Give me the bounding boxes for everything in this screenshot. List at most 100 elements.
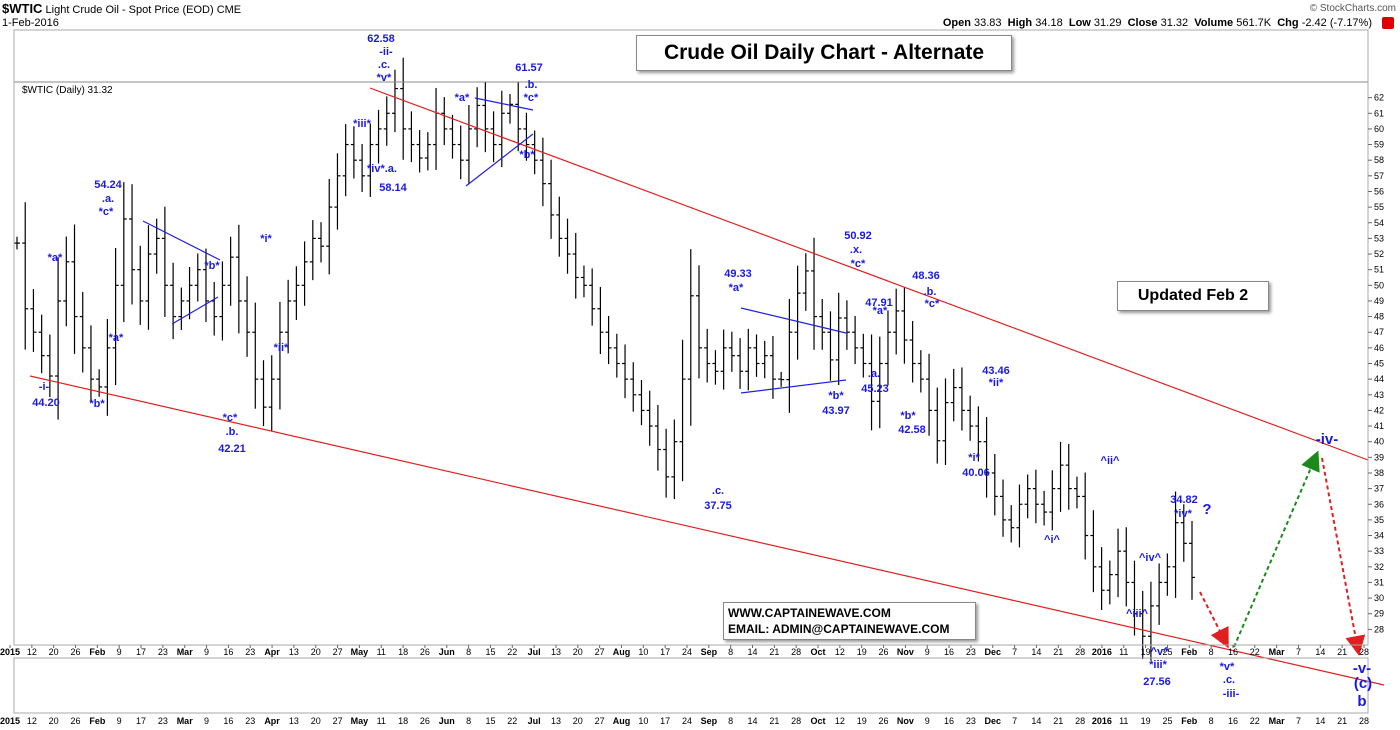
x-tick-label: 21 bbox=[769, 647, 779, 657]
y-tick-label: 32 bbox=[1374, 562, 1384, 572]
x-tick-label: 13 bbox=[289, 716, 299, 726]
x-tick-label: 17 bbox=[136, 647, 146, 657]
x-tick-label: Nov bbox=[897, 647, 914, 657]
contact-email: EMAIL: ADMIN@CAPTAINEWAVE.COM bbox=[728, 622, 950, 636]
x-tick-label: 14 bbox=[748, 716, 758, 726]
ohlc-bar bbox=[786, 298, 793, 413]
x-tick-label: Jun bbox=[439, 716, 455, 726]
ohlc-bar bbox=[285, 279, 292, 354]
wave-label: ^iv^ bbox=[1138, 552, 1162, 564]
wave-label: .c. bbox=[377, 59, 391, 71]
wave-label: *ii* bbox=[988, 377, 1004, 389]
ohlc-bar bbox=[350, 126, 357, 179]
triangle-line bbox=[740, 307, 847, 334]
ohlc-bar bbox=[1156, 563, 1163, 625]
y-tick-label: 39 bbox=[1374, 452, 1384, 462]
x-tick-label: 26 bbox=[420, 647, 430, 657]
y-tick-label: 48 bbox=[1374, 312, 1384, 322]
wave-label: *v* bbox=[1219, 661, 1235, 673]
x-tick-label: 12 bbox=[835, 647, 845, 657]
x-tick-label: 28 bbox=[791, 647, 801, 657]
wave-label: 49.33 bbox=[724, 268, 752, 280]
ohlc-bar bbox=[613, 333, 620, 378]
ohlc-bar bbox=[293, 266, 300, 320]
ohlc-bar bbox=[802, 253, 809, 311]
ohlc-bar bbox=[761, 340, 768, 379]
ohlc-bar bbox=[728, 331, 735, 372]
x-tick-label: May bbox=[351, 647, 369, 657]
wave-label: *i* bbox=[260, 233, 272, 245]
x-tick-label: 21 bbox=[1053, 647, 1063, 657]
ohlc-bar bbox=[507, 94, 514, 124]
wave-label: *a* bbox=[728, 282, 744, 294]
ohlc-bar bbox=[523, 112, 530, 161]
ohlc-bar bbox=[55, 257, 62, 420]
wave-label: *v* bbox=[376, 72, 392, 84]
wave-label: 54.24 bbox=[94, 179, 122, 191]
x-tick-label: 17 bbox=[136, 716, 146, 726]
y-tick-label: 49 bbox=[1374, 296, 1384, 306]
ohlc-bar bbox=[482, 82, 489, 153]
x-tick-label: 14 bbox=[1315, 647, 1325, 657]
ohlc-bar bbox=[950, 368, 957, 422]
x-tick-label: 28 bbox=[1359, 647, 1369, 657]
y-tick-label: 56 bbox=[1374, 186, 1384, 196]
upper-channel-line bbox=[369, 87, 1369, 461]
x-tick-label: 8 bbox=[1209, 716, 1214, 726]
ohlc-bar bbox=[958, 367, 965, 431]
x-tick-label: Oct bbox=[811, 647, 826, 657]
x-tick-label: 26 bbox=[879, 716, 889, 726]
ohlc-bar bbox=[556, 196, 563, 257]
wave-label: 44.20 bbox=[32, 397, 60, 409]
ohlc-bar bbox=[186, 267, 193, 320]
wave-label: ^i^ bbox=[1044, 534, 1060, 546]
x-tick-label: 23 bbox=[158, 716, 168, 726]
x-tick-label: 19 bbox=[857, 716, 867, 726]
x-tick-label: 2016 bbox=[1092, 716, 1112, 726]
ohlc-bar bbox=[1115, 528, 1122, 598]
y-tick-label: 35 bbox=[1374, 515, 1384, 525]
ohlc-bar bbox=[1049, 470, 1056, 531]
x-tick-label: 20 bbox=[573, 647, 583, 657]
wave-label: *b* bbox=[519, 149, 535, 161]
wave-label: *b* bbox=[828, 390, 844, 402]
ohlc-bar bbox=[917, 350, 924, 393]
ohlc-bar bbox=[622, 344, 629, 399]
x-tick-label: 8 bbox=[728, 647, 733, 657]
ohlc-bar bbox=[646, 390, 653, 446]
ohlc-bar bbox=[87, 325, 94, 402]
x-tick-label: 26 bbox=[71, 716, 81, 726]
x-tick-label: 22 bbox=[507, 647, 517, 657]
x-tick-label: 25 bbox=[1162, 716, 1172, 726]
wave-label: b bbox=[1357, 693, 1367, 710]
y-tick-label: 55 bbox=[1374, 202, 1384, 212]
y-tick-label: 30 bbox=[1374, 593, 1384, 603]
chart-date: 1-Feb-2016 bbox=[2, 17, 59, 29]
y-tick-label: 34 bbox=[1374, 531, 1384, 541]
x-tick-label: Dec bbox=[984, 647, 1001, 657]
x-tick-label: 14 bbox=[748, 647, 758, 657]
x-tick-label: Oct bbox=[811, 716, 826, 726]
ohlc-bar bbox=[145, 225, 152, 330]
x-tick-label: 16 bbox=[223, 647, 233, 657]
ohlc-bar bbox=[1098, 547, 1105, 610]
x-tick-label: 23 bbox=[245, 647, 255, 657]
ohlc-bar bbox=[202, 248, 209, 323]
ohlc-bar bbox=[178, 287, 185, 330]
x-tick-label: 25 bbox=[1162, 647, 1172, 657]
y-tick-label: 33 bbox=[1374, 546, 1384, 556]
watermark: © StockCharts.com bbox=[1309, 3, 1396, 14]
ohlc-bar bbox=[983, 417, 990, 498]
x-tick-label: 23 bbox=[966, 716, 976, 726]
wave-label: 40.06 bbox=[962, 467, 990, 479]
x-tick-label: 15 bbox=[485, 716, 495, 726]
x-tick-label: 2015 bbox=[0, 647, 20, 657]
ohlc-bar bbox=[835, 292, 842, 386]
x-tick-label: 15 bbox=[485, 647, 495, 657]
x-tick-label: 11 bbox=[1119, 716, 1128, 726]
x-tick-label: 11 bbox=[377, 716, 386, 726]
ohlc-bar bbox=[1041, 490, 1048, 526]
x-tick-label: Mar bbox=[1269, 716, 1286, 726]
wave-label: ^ii^ bbox=[1100, 455, 1120, 467]
x-tick-label: 17 bbox=[660, 716, 670, 726]
